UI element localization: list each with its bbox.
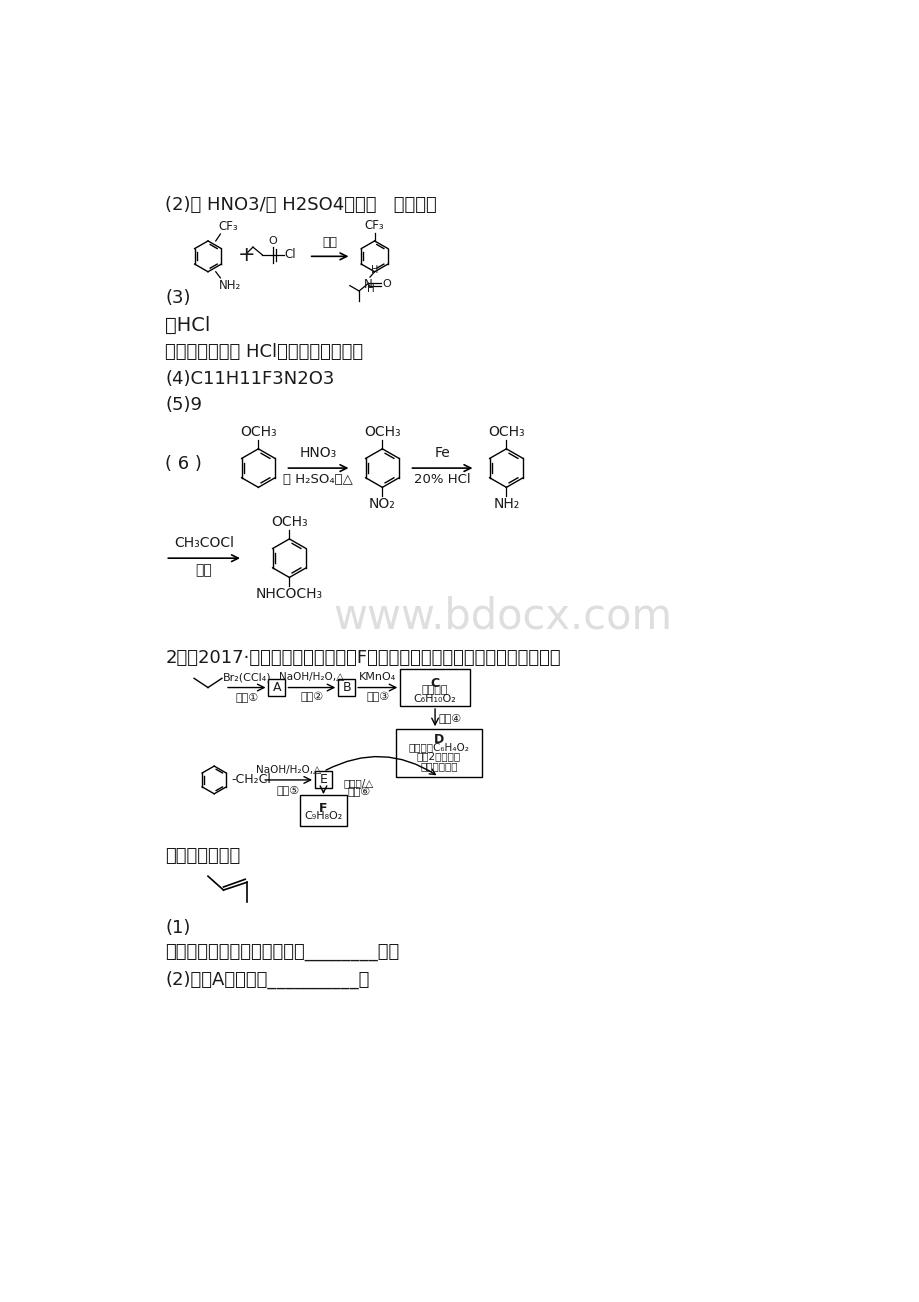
Text: NaOH/H₂O,△: NaOH/H₂O,△	[279, 672, 344, 682]
Text: (1): (1)	[165, 918, 190, 936]
Text: B: B	[342, 681, 351, 694]
Text: 吡啶: 吡啶	[196, 562, 212, 577]
Text: Fe: Fe	[434, 447, 449, 461]
Text: KMnO₄: KMnO₄	[358, 672, 396, 682]
Text: 分子式为: 分子式为	[422, 685, 448, 695]
Text: -CH₂Cl: -CH₂Cl	[231, 773, 271, 786]
Text: 回答下列问题：: 回答下列问题：	[165, 846, 241, 865]
Text: 反应④: 反应④	[438, 712, 461, 723]
Text: H: H	[370, 264, 378, 275]
Text: 浓硫酸/△: 浓硫酸/△	[344, 779, 374, 789]
Text: NH₂: NH₂	[219, 280, 241, 293]
Text: C₆H₁₀O₂: C₆H₁₀O₂	[414, 694, 456, 704]
Text: OCH₃: OCH₃	[271, 514, 307, 529]
FancyBboxPatch shape	[396, 729, 481, 777]
FancyBboxPatch shape	[268, 680, 285, 697]
Text: 含有2个甲基且: 含有2个甲基且	[416, 751, 460, 762]
Text: C₉H₈O₂: C₉H₈O₂	[304, 811, 342, 820]
Text: (5)9: (5)9	[165, 397, 202, 414]
Text: NO₂: NO₂	[369, 497, 395, 512]
Text: 浓 H₂SO₄，△: 浓 H₂SO₄，△	[283, 473, 353, 486]
Text: CF₃: CF₃	[219, 220, 238, 233]
Text: (2)浓 HNO3/浓 H2SO4、加热   取代反应: (2)浓 HNO3/浓 H2SO4、加热 取代反应	[165, 197, 437, 215]
Text: (4)C11H11F3N2O3: (4)C11H11F3N2O3	[165, 370, 335, 388]
Text: OCH₃: OCH₃	[364, 424, 401, 439]
Text: 反应⑥: 反应⑥	[347, 786, 370, 796]
Text: O: O	[267, 236, 277, 246]
Text: 反应⑤: 反应⑤	[277, 785, 300, 794]
Text: 分子中可能共面的原子最多有________个；: 分子中可能共面的原子最多有________个；	[165, 943, 399, 961]
FancyBboxPatch shape	[314, 772, 332, 789]
Text: 反应③: 反应③	[366, 693, 389, 703]
Text: HNO₃: HNO₃	[300, 447, 336, 461]
Text: 20% HCl: 20% HCl	[414, 473, 471, 486]
Text: CF₃: CF₃	[365, 219, 384, 232]
Text: 吸收反应产生的 HCl，提高反应转化率: 吸收反应产生的 HCl，提高反应转化率	[165, 344, 363, 362]
Text: NaOH/H₂O,△: NaOH/H₂O,△	[255, 764, 321, 775]
Text: O: O	[382, 279, 391, 289]
Text: H: H	[367, 284, 374, 294]
Text: 吡啶: 吡啶	[323, 236, 337, 249]
Text: E: E	[319, 773, 327, 786]
Text: NHCOCH₃: NHCOCH₃	[255, 587, 323, 602]
Text: 分子式为C₆H₄O₂: 分子式为C₆H₄O₂	[408, 742, 469, 753]
Text: 能使濡水棋色: 能使濡水棋色	[420, 760, 458, 771]
Text: ＋HCl: ＋HCl	[165, 316, 210, 336]
Text: +: +	[237, 245, 255, 264]
Text: www.bdocx.com: www.bdocx.com	[333, 596, 671, 638]
Text: (2)物质A的名称是__________；: (2)物质A的名称是__________；	[165, 971, 369, 990]
Text: 反应②: 反应②	[300, 693, 323, 703]
Text: (3): (3)	[165, 289, 190, 307]
Text: Br₂(CCl₄): Br₂(CCl₄)	[222, 672, 271, 682]
Text: 2．（2017·山东济南模拟）有机物F可用于制造香精，可利用下列路线合成。: 2．（2017·山东济南模拟）有机物F可用于制造香精，可利用下列路线合成。	[165, 648, 561, 667]
Text: NH₂: NH₂	[493, 497, 519, 512]
Text: Cl: Cl	[284, 249, 296, 262]
Text: 反应①: 反应①	[235, 693, 258, 702]
Text: OCH₃: OCH₃	[488, 424, 524, 439]
Text: ( 6 ): ( 6 )	[165, 456, 202, 473]
FancyBboxPatch shape	[400, 669, 470, 706]
Text: F: F	[319, 802, 327, 815]
FancyBboxPatch shape	[300, 796, 346, 827]
Text: N: N	[364, 277, 372, 290]
Text: C: C	[430, 677, 439, 690]
Text: CH₃COCl: CH₃COCl	[174, 536, 233, 551]
FancyBboxPatch shape	[338, 680, 355, 697]
Text: A: A	[272, 681, 281, 694]
Text: D: D	[434, 733, 444, 746]
Text: OCH₃: OCH₃	[240, 424, 277, 439]
